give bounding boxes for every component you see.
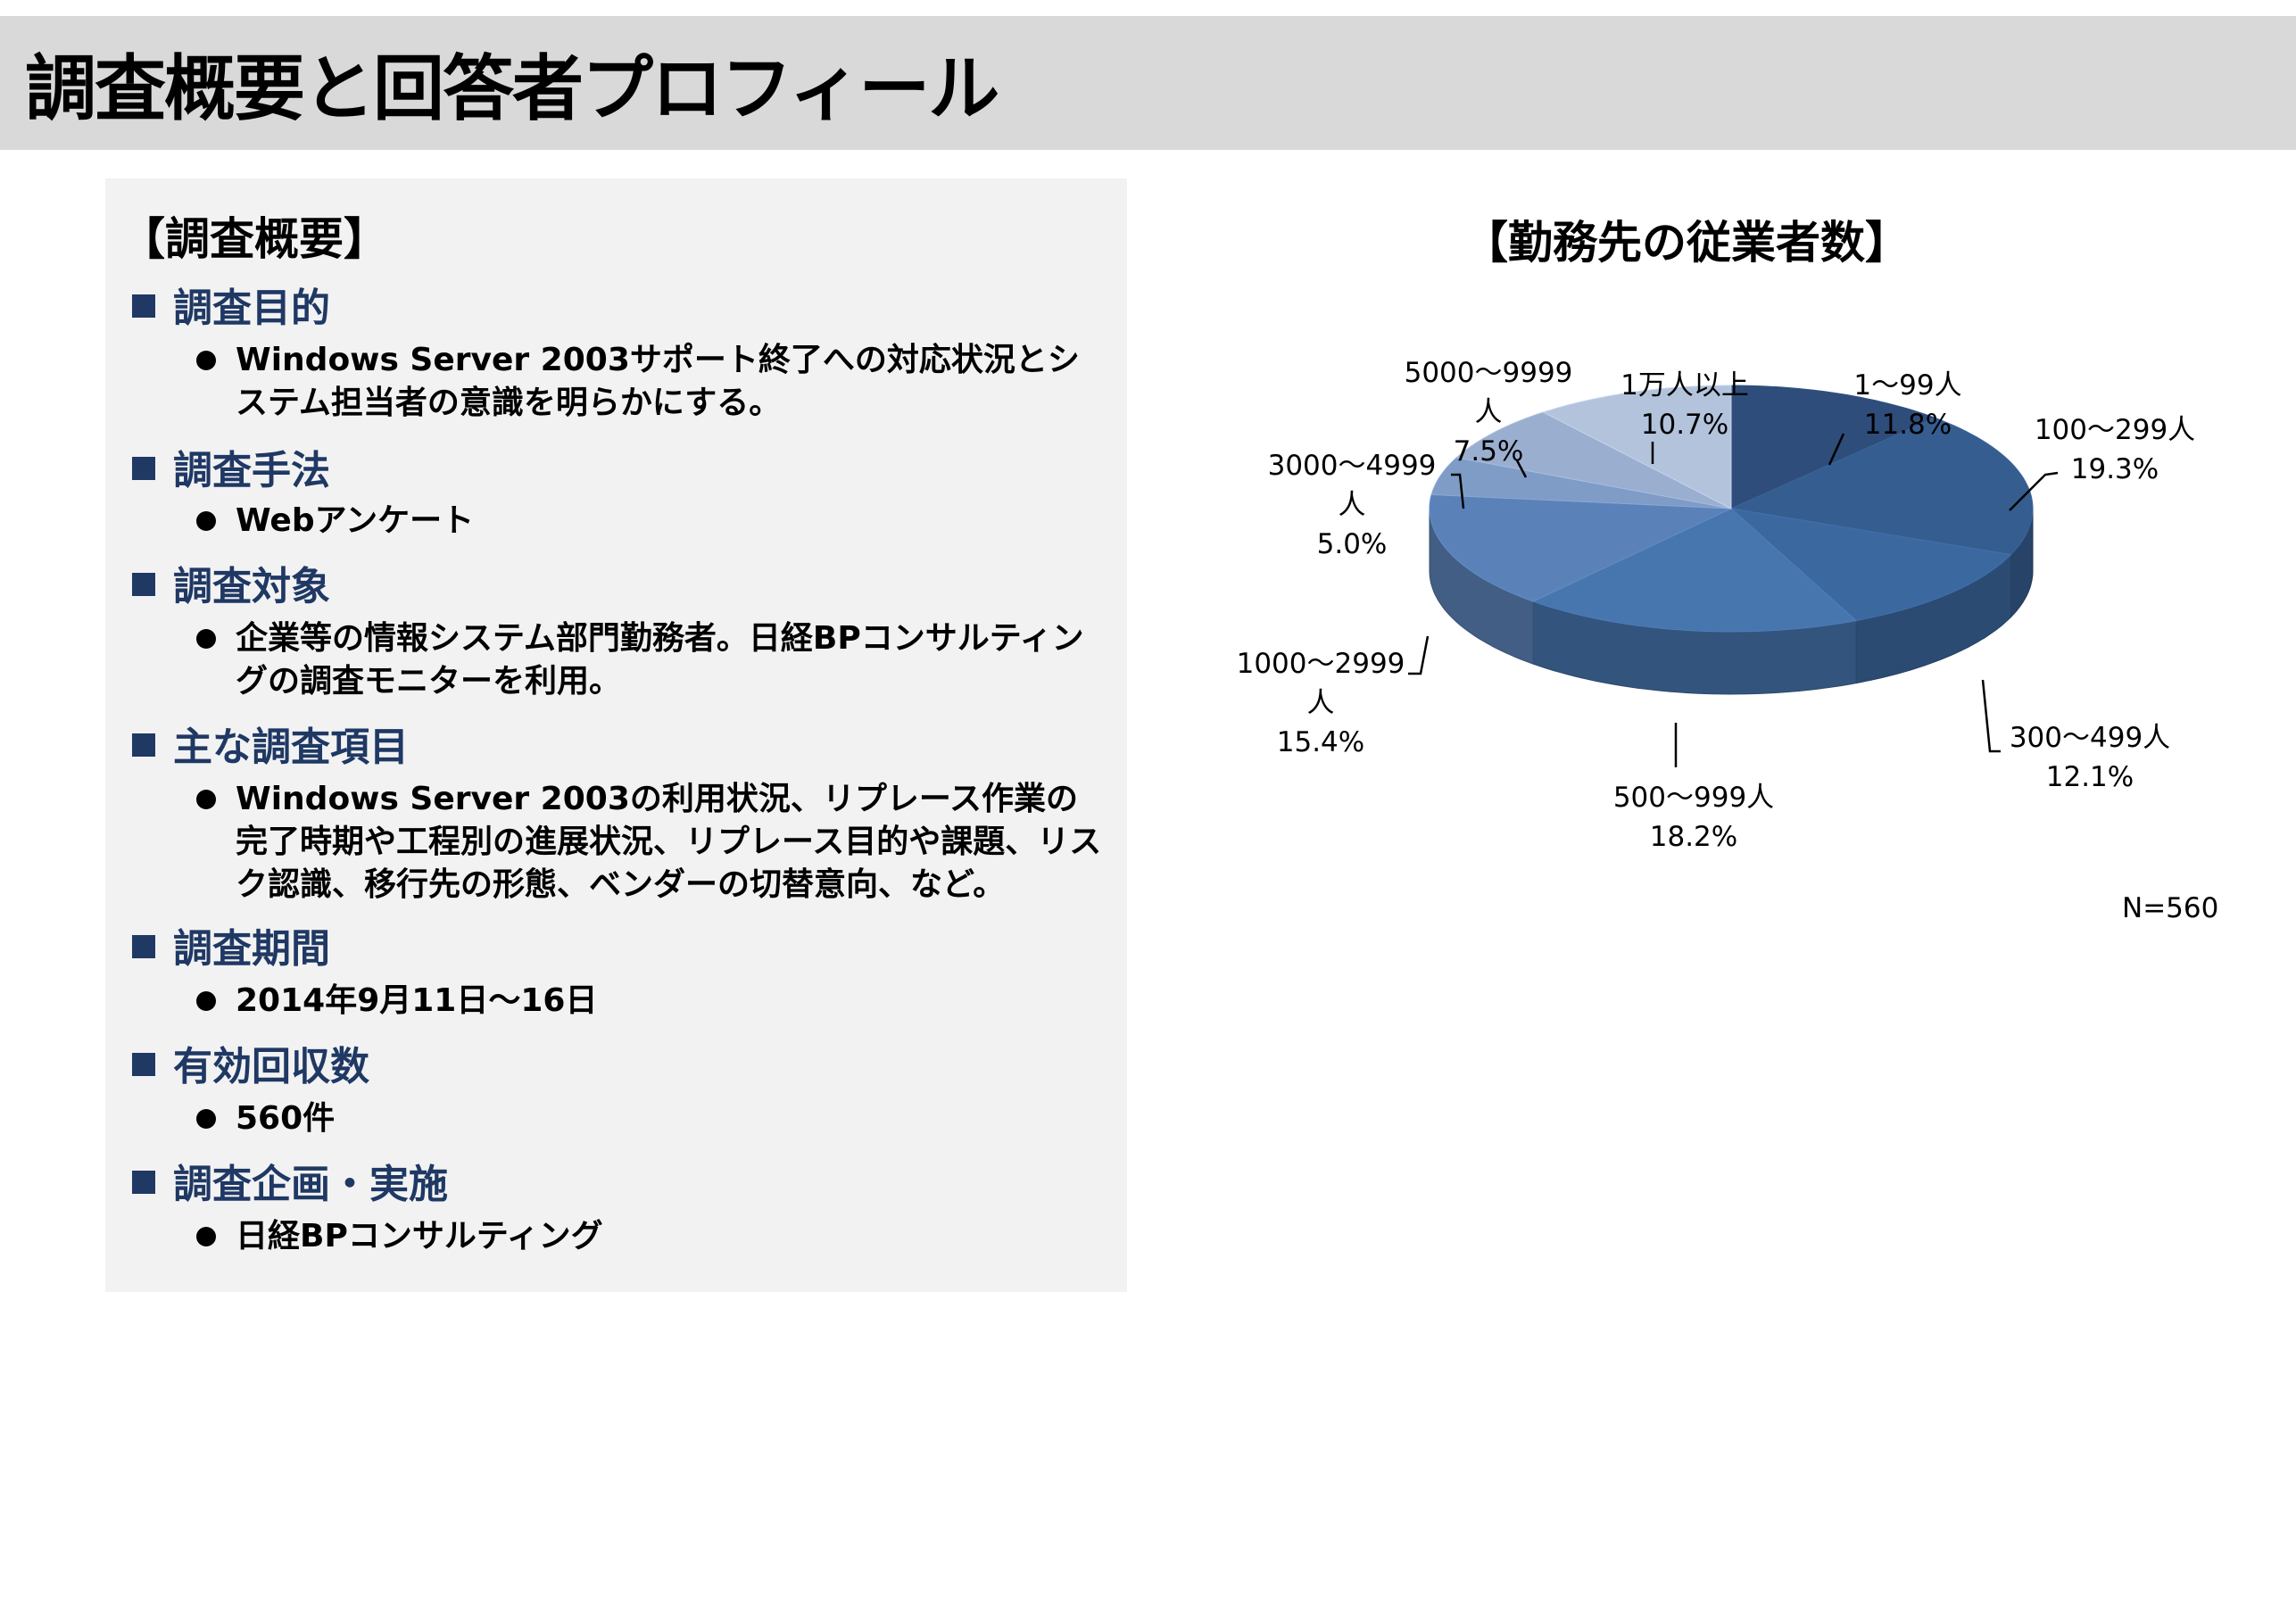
pie-slices [1429, 385, 2034, 633]
pie-slice [1429, 493, 1732, 602]
pie-value-label: 19.3% [2070, 453, 2159, 485]
leader-line [1408, 635, 1430, 675]
pie-data-label: 1～99人 11.8% [1853, 366, 1961, 444]
pie-category-label: 1万人以上 [1620, 369, 1749, 402]
pie-category-label: 100～299人 [2034, 414, 2196, 446]
section-heading-text: 調査手法 [173, 448, 330, 493]
leader-line [1451, 473, 1465, 509]
bullet-icon [196, 511, 216, 531]
pie-category-label: 1000～2999 [1236, 648, 1405, 680]
pie-chart [1408, 385, 2059, 767]
pie-value-label: 18.2% [1649, 821, 1738, 853]
pie-category-label: 人 [1306, 687, 1335, 719]
leader-line [2009, 471, 2059, 511]
pie-data-label: 300～499人 12.1% [2010, 718, 2170, 797]
pie-value-label: 10.7% [1640, 409, 1729, 441]
overview-title: 【調査概要】 [120, 213, 388, 265]
pie-side-walls [1429, 508, 2034, 695]
pie-value-label: 5.0% [1316, 528, 1388, 560]
section-text: 企業等の情報システム部門勤務者。日経BPコンサルティングの調査モニターを利用。 [236, 620, 1084, 700]
chart-title: 【勤務先の従業者数】 [1463, 217, 1910, 269]
section-heading: 調査目的 [132, 282, 330, 335]
pie-category-label: 500～999人 [1612, 782, 1775, 814]
pie-category-label: 人 [1338, 489, 1366, 521]
pie-value-label: 11.8% [1863, 409, 1952, 441]
sample-size-note: N=560 [2122, 892, 2219, 924]
section-heading-text: 主な調査項目 [173, 725, 409, 770]
section-heading-text: 調査対象 [173, 564, 330, 609]
pie-slice [1455, 411, 1732, 509]
section-text: Windows Server 2003の利用状況、リプレース作業の完了時期や工程… [236, 781, 1102, 903]
section-heading-text: 調査期間 [173, 926, 330, 972]
pie-leader-lines [1408, 433, 2059, 767]
pie-data-label: 1万人以上 10.7% [1620, 366, 1749, 444]
leader-line [1515, 460, 1528, 478]
pie-category-label: 5000～9999 [1404, 357, 1573, 389]
section-text: Webアンケート [236, 502, 475, 539]
section-heading: 調査手法 [132, 444, 330, 498]
pie-data-label: 3000～4999 人 5.0% [1268, 446, 1437, 564]
bullet-icon [196, 1227, 216, 1246]
title-bar [0, 16, 2296, 150]
square-bullet-icon [132, 733, 155, 757]
leader-line [1981, 679, 2001, 753]
leader-line [1828, 433, 1845, 466]
bullet-icon [196, 991, 216, 1011]
pie-slice [1430, 457, 1732, 509]
pie-category-label: 1～99人 [1853, 369, 1962, 402]
section-heading-text: 調査企画・実施 [173, 1162, 448, 1207]
pie-category-label: 人 [1474, 396, 1503, 428]
pie-category-label: 300～499人 [2009, 722, 2171, 754]
bullet-icon [196, 1109, 216, 1129]
pie-data-label: 5000～9999 人 7.5% [1405, 353, 1573, 471]
section-heading-text: 有効回収数 [173, 1044, 369, 1089]
section-heading-text: 調査目的 [173, 286, 330, 331]
section-text: 日経BPコンサルティング [236, 1218, 603, 1255]
bullet-icon [196, 629, 216, 649]
pie-slice [1729, 508, 2012, 622]
pie-slice [1729, 417, 2034, 556]
page-title: 調査概要と回答者プロフィール [25, 47, 999, 130]
section-text: 2014年9月11日～16日 [236, 982, 598, 1019]
square-bullet-icon [132, 573, 155, 596]
pie-value-label: 15.4% [1276, 726, 1365, 758]
section-heading: 主な調査項目 [132, 721, 409, 774]
overview-panel [105, 178, 1127, 1292]
pie-value-label: 7.5% [1453, 435, 1524, 468]
pie-slice [1542, 385, 1732, 509]
bullet-icon [196, 790, 216, 809]
square-bullet-icon [132, 935, 155, 958]
section-heading: 調査期間 [132, 923, 330, 976]
pie-data-label: 500～999人 18.2% [1613, 778, 1774, 857]
square-bullet-icon [132, 457, 155, 480]
pie-value-label: 12.1% [2045, 761, 2134, 793]
pie-category-label: 3000～4999 [1267, 450, 1437, 482]
square-bullet-icon [132, 294, 155, 318]
section-heading: 有効回収数 [132, 1040, 369, 1094]
pie-data-label: 100～299人 19.3% [2035, 410, 2195, 489]
pie-slice [1730, 385, 1936, 509]
section-heading: 調査企画・実施 [132, 1158, 448, 1212]
section-text: Windows Server 2003サポート終了への対応状況とシステム担当者の… [236, 342, 1080, 421]
pie-slice [1531, 508, 1858, 633]
bullet-icon [196, 351, 216, 370]
section-text: 560件 [236, 1100, 336, 1137]
square-bullet-icon [132, 1053, 155, 1076]
section-heading: 調査対象 [132, 560, 330, 614]
square-bullet-icon [132, 1171, 155, 1194]
pie-data-label: 1000～2999 人 15.4% [1237, 644, 1405, 762]
